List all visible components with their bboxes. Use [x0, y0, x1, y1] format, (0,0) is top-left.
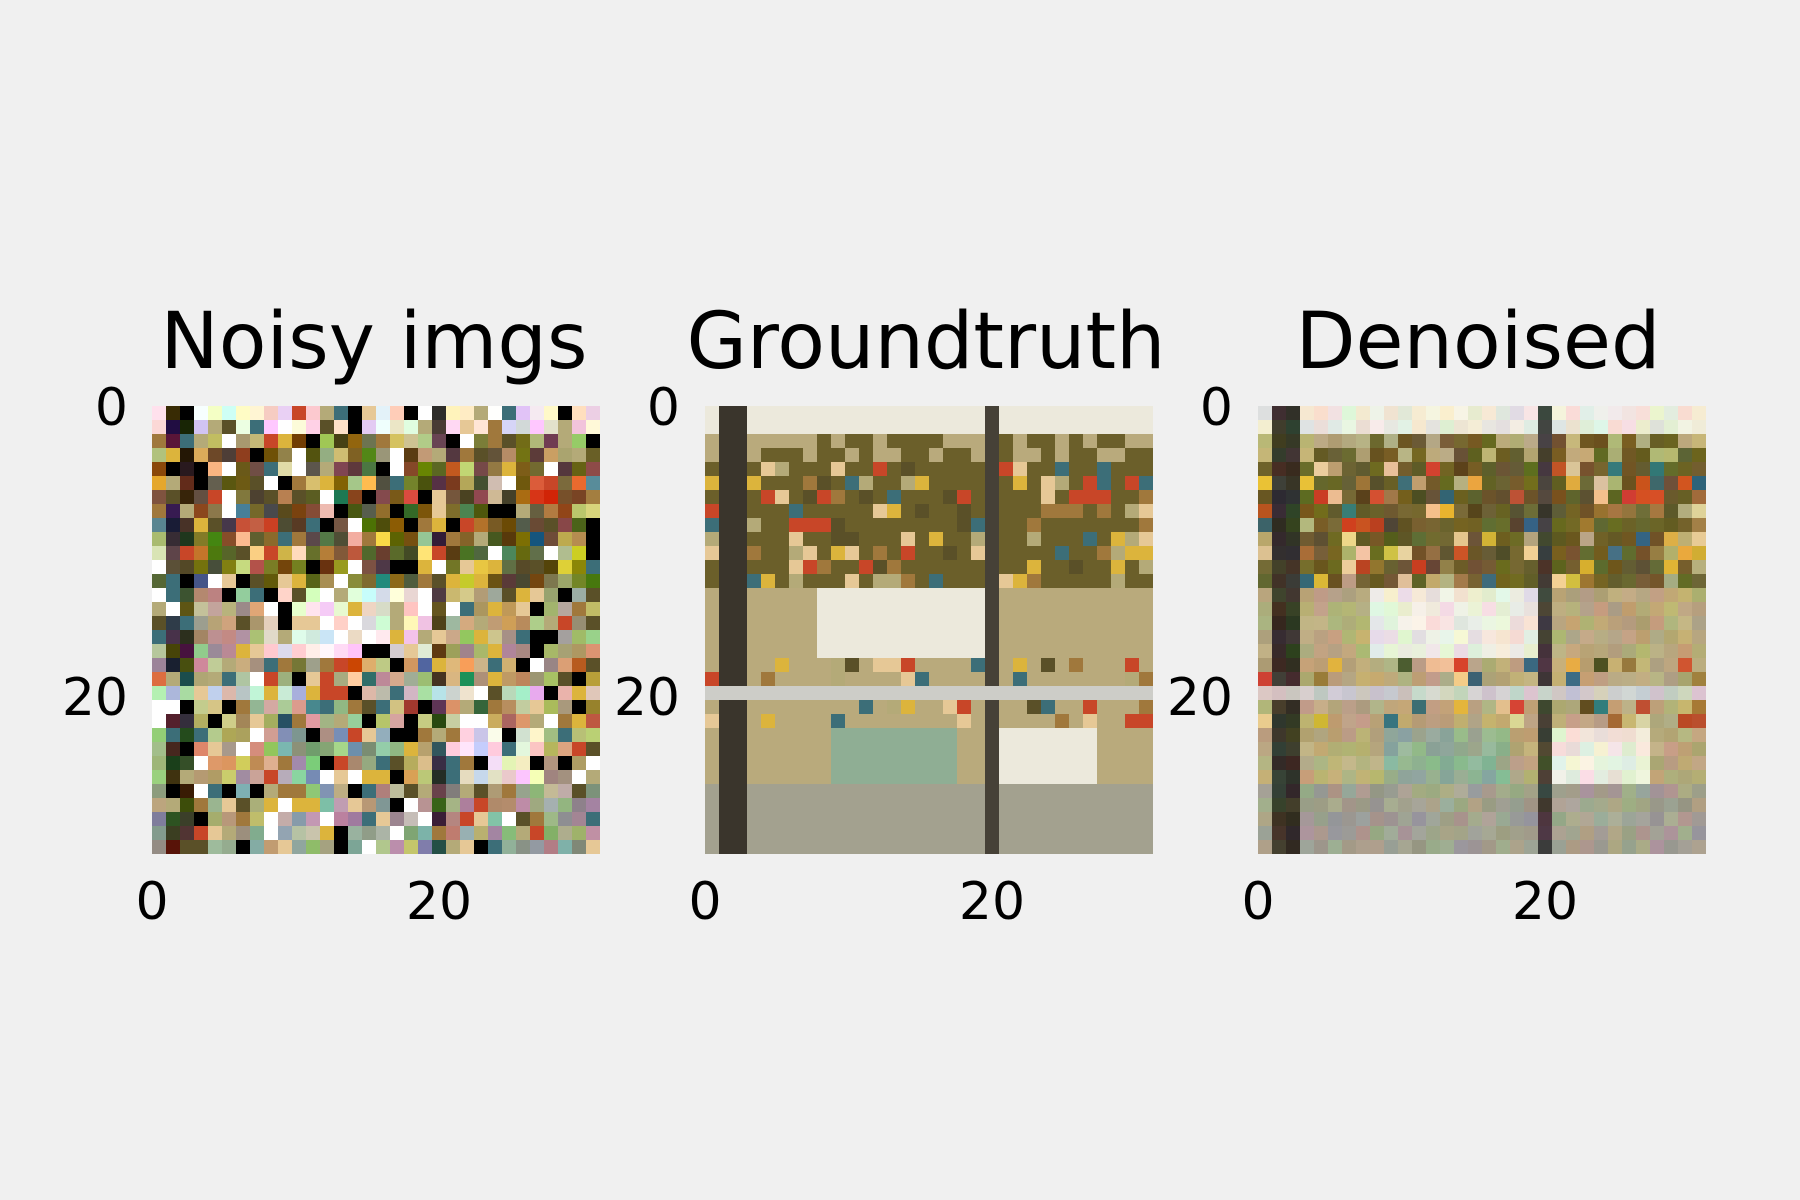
denoised-image	[1258, 406, 1706, 854]
ytick-0: 0	[646, 378, 680, 438]
ytick-0: 0	[1199, 378, 1233, 438]
xtick-0: 0	[688, 872, 722, 932]
noisy-image	[152, 406, 600, 854]
xtick-0: 0	[1241, 872, 1275, 932]
xtick-20: 20	[1511, 872, 1579, 932]
ytick-20: 20	[61, 668, 128, 728]
ytick-20: 20	[1166, 668, 1233, 728]
groundtruth-image	[705, 406, 1153, 854]
xtick-0: 0	[135, 872, 169, 932]
ytick-0: 0	[94, 378, 128, 438]
xtick-20: 20	[958, 872, 1026, 932]
xtick-20: 20	[405, 872, 473, 932]
panel-title-groundtruth: Groundtruth	[686, 297, 1166, 387]
panel-title-denoised: Denoised	[1295, 297, 1661, 387]
panel-title-noisy: Noisy imgs	[160, 297, 588, 387]
ytick-20: 20	[613, 668, 680, 728]
